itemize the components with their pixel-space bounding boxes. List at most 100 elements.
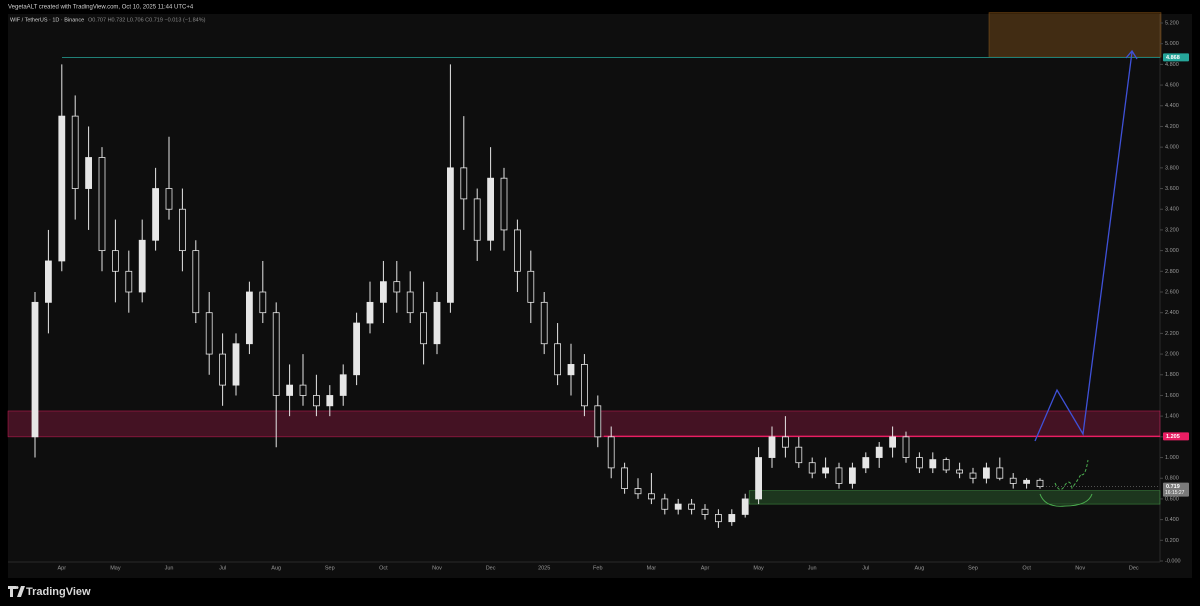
candle-body bbox=[112, 250, 119, 272]
candle-body bbox=[446, 167, 454, 303]
chart-area bbox=[8, 14, 1192, 578]
candle-body bbox=[554, 343, 561, 376]
candle-body bbox=[688, 503, 695, 510]
candle-body bbox=[71, 115, 79, 189]
y-tick-label: 5.200 bbox=[1165, 20, 1179, 26]
candle-body bbox=[299, 384, 307, 396]
candle-body bbox=[902, 436, 910, 458]
candle-body bbox=[514, 229, 521, 272]
candle-body bbox=[138, 239, 146, 293]
candle-body bbox=[701, 508, 709, 515]
support-curve bbox=[1039, 493, 1093, 507]
projection-arrow bbox=[1125, 49, 1138, 60]
candle-body bbox=[205, 312, 213, 355]
candle-body bbox=[661, 498, 669, 510]
candle-body bbox=[835, 467, 843, 484]
candle-body bbox=[1036, 479, 1044, 488]
zone bbox=[988, 12, 1162, 58]
countdown: 16:15:27 bbox=[1165, 490, 1185, 496]
candle-body bbox=[728, 514, 736, 523]
y-tick-label: 4.000 bbox=[1165, 145, 1179, 151]
y-tick-label: 1.600 bbox=[1165, 393, 1179, 399]
footer bbox=[0, 578, 1200, 606]
candle-body bbox=[795, 446, 803, 464]
candle-body bbox=[969, 472, 977, 479]
y-tick-label: 4.200 bbox=[1165, 124, 1179, 130]
candle-body bbox=[406, 291, 414, 314]
candle-body bbox=[621, 467, 628, 489]
candle-body bbox=[98, 157, 106, 252]
zone bbox=[748, 490, 1161, 505]
y-tick-label: 1.800 bbox=[1165, 372, 1179, 378]
candle-body bbox=[460, 167, 468, 200]
candle-body bbox=[1009, 477, 1017, 484]
y-tick-label: 3.000 bbox=[1165, 248, 1179, 254]
x-tick-label: Dec bbox=[1129, 565, 1139, 571]
candle-body bbox=[875, 446, 883, 458]
y-tick-label: 0.200 bbox=[1165, 538, 1179, 544]
candle-body bbox=[500, 177, 508, 231]
candle-body bbox=[1023, 479, 1030, 484]
candle-body bbox=[889, 436, 896, 448]
symbol-title: WIF / TetherUS · 1D · Binance bbox=[10, 17, 84, 23]
y-tick-label: 0.800 bbox=[1165, 476, 1179, 482]
candle-body bbox=[272, 312, 280, 396]
candle-body bbox=[782, 436, 789, 448]
x-tick-label: Apr bbox=[701, 565, 710, 571]
brand-logo bbox=[8, 586, 25, 597]
y-tick-label: 2.400 bbox=[1165, 310, 1179, 316]
y-tick-label: 2.800 bbox=[1165, 269, 1179, 275]
candle-body bbox=[379, 281, 387, 303]
x-tick-label: Jul bbox=[862, 565, 869, 571]
y-tick-label: -0.000 bbox=[1165, 558, 1181, 564]
y-tick-label: 1.400 bbox=[1165, 414, 1179, 420]
candle-body bbox=[808, 462, 816, 474]
x-tick-label: Oct bbox=[379, 565, 388, 571]
y-tick-label: 3.400 bbox=[1165, 207, 1179, 213]
x-tick-label: Nov bbox=[1075, 565, 1085, 571]
x-tick-label: Sep bbox=[968, 565, 978, 571]
x-tick-label: May bbox=[110, 565, 121, 571]
y-tick-label: 4.400 bbox=[1165, 103, 1179, 109]
y-tick-label: 2.600 bbox=[1165, 289, 1179, 295]
candle-body bbox=[929, 459, 937, 469]
candle-body bbox=[741, 498, 749, 515]
candle-body bbox=[674, 503, 682, 510]
x-tick-label: Sep bbox=[325, 565, 335, 571]
x-tick-label: Dec bbox=[486, 565, 496, 571]
y-tick-label: 0.600 bbox=[1165, 496, 1179, 502]
candle-body bbox=[366, 301, 374, 324]
candle-body bbox=[31, 301, 39, 438]
candle-body bbox=[312, 395, 320, 407]
plot: 5.200 5.000 4.800 4.600 4.400 4.200 4.000 3.800… bbox=[7, 12, 1189, 571]
header: VegetaALT created with TradingView.com, … bbox=[8, 5, 194, 11]
x-tick-label: Feb bbox=[593, 565, 602, 571]
x-tick-label: 2025 bbox=[538, 565, 550, 571]
candle-body bbox=[540, 301, 548, 345]
candle-body bbox=[245, 291, 253, 345]
candle-body bbox=[862, 457, 870, 469]
candle-body bbox=[634, 488, 642, 495]
candle-body bbox=[178, 208, 186, 252]
brand: TradingView bbox=[26, 586, 91, 598]
candle-body bbox=[996, 467, 1004, 479]
candle-body bbox=[286, 384, 294, 396]
candle-body bbox=[125, 270, 133, 293]
candle-body bbox=[326, 395, 334, 407]
candle-body bbox=[473, 198, 481, 241]
candle-body bbox=[648, 493, 655, 500]
candle-body bbox=[393, 281, 401, 293]
candle-body bbox=[594, 405, 602, 438]
candle-body bbox=[849, 467, 856, 484]
level-tag bbox=[1163, 53, 1189, 62]
candle-body bbox=[942, 459, 950, 471]
y-tick-label: 3.200 bbox=[1165, 227, 1179, 233]
candle-body bbox=[192, 250, 200, 314]
level-tag bbox=[1163, 432, 1189, 441]
candle-body bbox=[607, 436, 615, 469]
candle-body bbox=[822, 467, 829, 474]
x-tick-label: Jul bbox=[219, 565, 226, 571]
candle-body bbox=[567, 364, 575, 376]
